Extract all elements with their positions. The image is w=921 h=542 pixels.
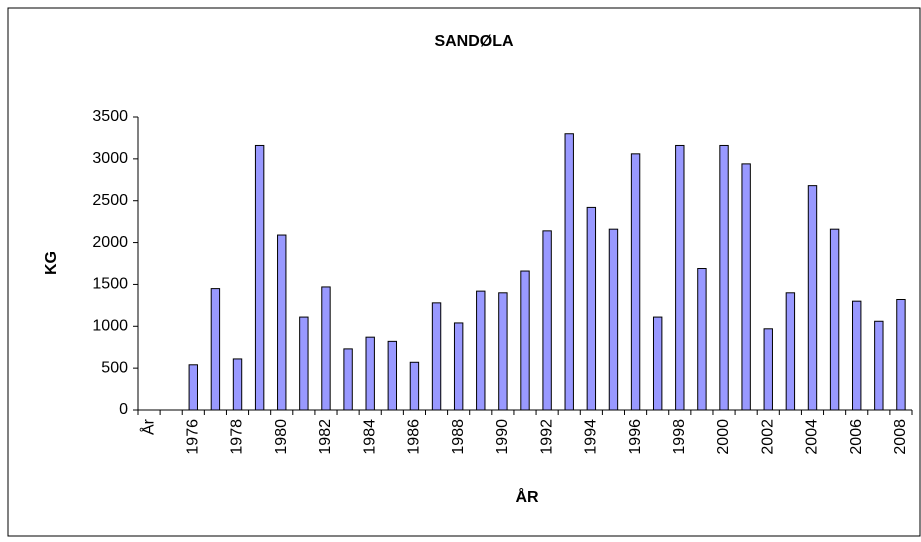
x-tick-label: 2006 [848,419,865,455]
chart-title: SANDØLA [434,33,514,50]
y-axis-title: KG [43,251,60,275]
bar [807,185,818,411]
x-axis-title: ÅR [515,487,539,506]
bar [210,288,221,411]
bar [564,133,574,411]
bar [254,144,265,411]
bar [520,270,530,411]
x-tick-label: 1990 [494,419,511,455]
x-tick-label: 1992 [538,419,555,455]
bar [630,153,641,411]
x-tick-label: 2002 [759,419,776,455]
chart-frame [7,7,921,537]
x-tick-label: 2008 [892,419,909,455]
bar [277,234,287,411]
y-tick-label: 2500 [92,192,128,209]
bar [874,320,884,411]
bar [321,286,331,411]
x-tick-label: 1998 [671,419,688,455]
x-tick-label: 1982 [317,419,334,455]
x-tick-label: År [138,418,157,435]
x-tick-label: 1978 [229,419,246,455]
bar [387,340,398,411]
bar [586,206,597,411]
bar [697,268,707,411]
x-tick-label: 1996 [627,419,644,455]
x-tick-label: 1984 [361,419,378,455]
bar [852,300,862,411]
y-tick-label: 2000 [92,234,128,251]
y-tick-label: 3500 [92,108,128,125]
bar [719,144,729,411]
bar [299,316,309,411]
bar [365,336,375,411]
bar [741,163,751,411]
bar [763,328,773,411]
bar [476,290,486,411]
bar [829,228,840,411]
x-tick-label: 1976 [185,419,202,455]
x-tick-label: 1988 [450,419,467,455]
y-tick-label: 1500 [92,276,128,293]
x-tick-label: 2004 [804,419,821,455]
y-tick-label: 500 [101,359,128,376]
x-tick-label: 1994 [583,419,600,455]
x-tick-label: 1980 [273,419,290,455]
bar [652,316,663,411]
bar [608,228,619,411]
bar [431,302,442,411]
y-tick-label: 0 [119,401,128,418]
bar [896,298,906,411]
x-tick-label: 1986 [406,419,423,455]
bar [785,292,796,411]
bar [675,144,685,411]
bar [453,322,464,411]
bar [542,230,552,411]
x-tick-label: 2000 [715,419,732,455]
bar [232,358,243,411]
bar [498,292,508,411]
bar [409,361,420,411]
y-tick-label: 1000 [92,318,128,335]
bar [343,348,353,411]
bar [188,364,198,411]
y-tick-label: 3000 [92,150,128,167]
